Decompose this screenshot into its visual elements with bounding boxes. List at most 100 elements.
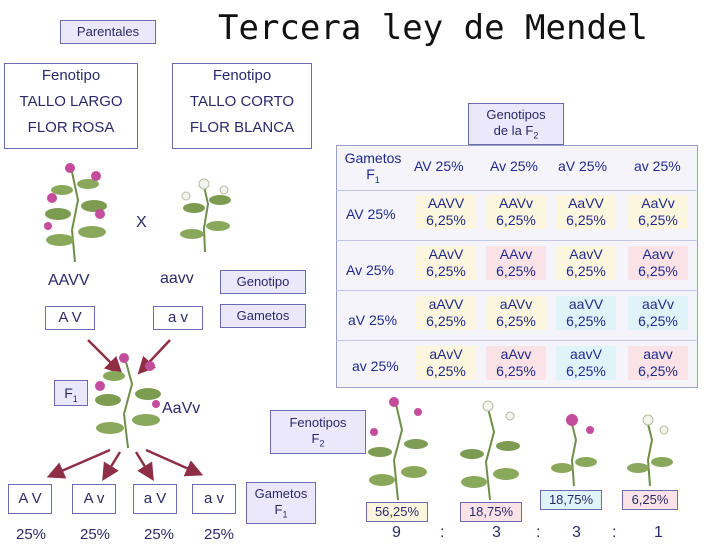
punnett-row-header: av 25%	[352, 358, 399, 374]
gametos-label: Gametos	[220, 304, 306, 328]
punnett-col-header: Av 25%	[490, 158, 538, 174]
fenotipos-f2-line2: F2	[311, 431, 325, 449]
punnett-cell-genotype: AavV	[569, 246, 603, 262]
punnett-cell-genotype: aaVv	[642, 296, 674, 312]
ratio-value: 9	[392, 524, 401, 541]
parent2-trait-flower: FLOR BLANCA	[189, 119, 295, 136]
punnett-cell: aavV 6,25%	[556, 346, 616, 380]
punnett-cell-genotype: aavv	[643, 346, 673, 362]
arrow-f1-gamete-aV	[134, 451, 154, 481]
arrow-f1-gamete-AV	[46, 448, 111, 479]
parent2-trait-stem: TALLO CORTO	[189, 93, 295, 110]
punnett-corner: Gametos F1	[338, 150, 408, 188]
punnett-cell-genotype: aaVV	[568, 296, 604, 312]
f1-gamete-pct-av: 25%	[204, 526, 235, 543]
arrow-parent2-to-f1	[137, 339, 171, 375]
punnett-cell: AaVV 6,25%	[556, 195, 616, 229]
gametos-f1-label-line1: Gametos	[254, 486, 308, 501]
fenotipos-f2-line1: Fenotipos	[289, 415, 347, 430]
page-title: Tercera ley de Mendel	[218, 8, 648, 48]
punnett-cell: aAvv 6,25%	[486, 346, 546, 380]
genotipos-f2-line2: de la F2	[493, 123, 539, 141]
parent1-trait-flower: FLOR ROSA	[27, 119, 115, 136]
punnett-cell: aAVV 6,25%	[416, 296, 476, 330]
parent1-fenotipo-label: Fenotipo	[41, 67, 101, 84]
punnett-cell-genotype: AAvv	[499, 246, 533, 262]
punnett-cell-genotype: AAvV	[428, 246, 464, 262]
punnett-cell: Aavv 6,25%	[628, 246, 688, 280]
punnett-cell-percent: 6,25%	[496, 313, 536, 329]
punnett-row-header: Av 25%	[346, 262, 394, 278]
ratio-separator: :	[612, 524, 617, 541]
parent2-phenotype-box: Fenotipo TALLO CORTO FLOR BLANCA	[172, 63, 312, 149]
parent1-trait-stem: TALLO LARGO	[19, 93, 123, 110]
punnett-cell-genotype: aAvv	[500, 346, 532, 362]
punnett-cell-percent: 6,25%	[638, 363, 678, 379]
punnett-cell-genotype: aavV	[570, 346, 602, 362]
f1-gamete-pct-aV: 25%	[144, 526, 175, 543]
f1-gamete-Av: A v	[72, 484, 116, 514]
punnett-cell: aAvV 6,25%	[416, 346, 476, 380]
f1-gamete-pct-AV: 25%	[16, 526, 47, 543]
punnett-cell: AAVv 6,25%	[486, 195, 546, 229]
genotipos-f2-label: Genotipos de la F2	[468, 103, 564, 145]
punnett-divider	[336, 190, 698, 191]
punnett-cell-genotype: AAVV	[427, 195, 465, 211]
punnett-cell-genotype: aAVV	[428, 296, 464, 312]
arrow-f1-gamete-av	[145, 448, 204, 477]
genotipo-label: Genotipo	[220, 270, 306, 294]
punnett-divider	[336, 240, 698, 241]
punnett-cell-genotype: AAVv	[499, 195, 533, 211]
phenotype-pct: 18,75%	[460, 502, 522, 522]
punnett-cell: AAVV 6,25%	[416, 195, 476, 229]
punnett-cell-percent: 6,25%	[496, 212, 536, 228]
punnett-col-header: aV 25%	[558, 158, 608, 174]
punnett-divider	[336, 340, 698, 341]
punnett-cell-percent: 6,25%	[566, 263, 606, 279]
punnett-cell: aAVv 6,25%	[486, 296, 546, 330]
punnett-cell-percent: 6,25%	[496, 363, 536, 379]
ratio-value: 1	[654, 524, 663, 541]
punnett-cell: aaVv 6,25%	[628, 296, 688, 330]
punnett-cell-percent: 6,25%	[566, 363, 606, 379]
arrow-f1-gamete-Av	[102, 451, 122, 481]
ratio-separator: :	[536, 524, 541, 541]
f2-plant-short-pink-icon	[551, 414, 597, 487]
phenotype-pct: 6,25%	[622, 490, 678, 510]
punnett-cell-percent: 6,25%	[426, 313, 466, 329]
f1-label-sub: 1	[72, 393, 78, 404]
f1-plant-icon	[95, 353, 161, 449]
parent1-plant-icon	[44, 163, 107, 263]
punnett-cell-percent: 6,25%	[566, 212, 606, 228]
arrow-parent1-to-f1	[87, 339, 123, 375]
fenotipos-f2-label: Fenotipos F2	[270, 410, 366, 454]
punnett-cell-percent: 6,25%	[426, 212, 466, 228]
parent1-phenotype-box: Fenotipo TALLO LARGO FLOR ROSA	[4, 63, 138, 149]
punnett-cell: AAvV 6,25%	[416, 246, 476, 280]
punnett-cell-percent: 6,25%	[426, 363, 466, 379]
punnett-cell-percent: 6,25%	[496, 263, 536, 279]
ratio-value: 3	[492, 524, 501, 541]
parent2-fenotipo-label: Fenotipo	[212, 67, 272, 84]
punnett-divider	[336, 290, 698, 291]
punnett-cell-genotype: Aavv	[642, 246, 674, 262]
f1-label-text: F	[64, 385, 73, 401]
parentales-label: Parentales	[60, 20, 156, 44]
punnett-cell: aavv 6,25%	[628, 346, 688, 380]
punnett-row-header: AV 25%	[346, 206, 396, 222]
punnett-cell-genotype: AaVV	[568, 195, 604, 211]
parent2-gamete: a v	[153, 306, 203, 330]
f1-genotype: AaVv	[162, 400, 201, 417]
gametos-f1-label: Gametos F1	[246, 482, 316, 524]
punnett-cell: aaVV 6,25%	[556, 296, 616, 330]
parent1-gamete: A V	[45, 306, 95, 330]
punnett-cell: AavV 6,25%	[556, 246, 616, 280]
punnett-cell-percent: 6,25%	[566, 313, 606, 329]
punnett-cell-percent: 6,25%	[638, 212, 678, 228]
phenotype-pct: 56,25%	[366, 502, 428, 522]
gametos-f1-label-line2: F1	[274, 502, 288, 520]
punnett-cell-percent: 6,25%	[638, 263, 678, 279]
genotipos-f2-line1: Genotipos	[486, 107, 546, 122]
f1-label: F1	[54, 380, 88, 406]
